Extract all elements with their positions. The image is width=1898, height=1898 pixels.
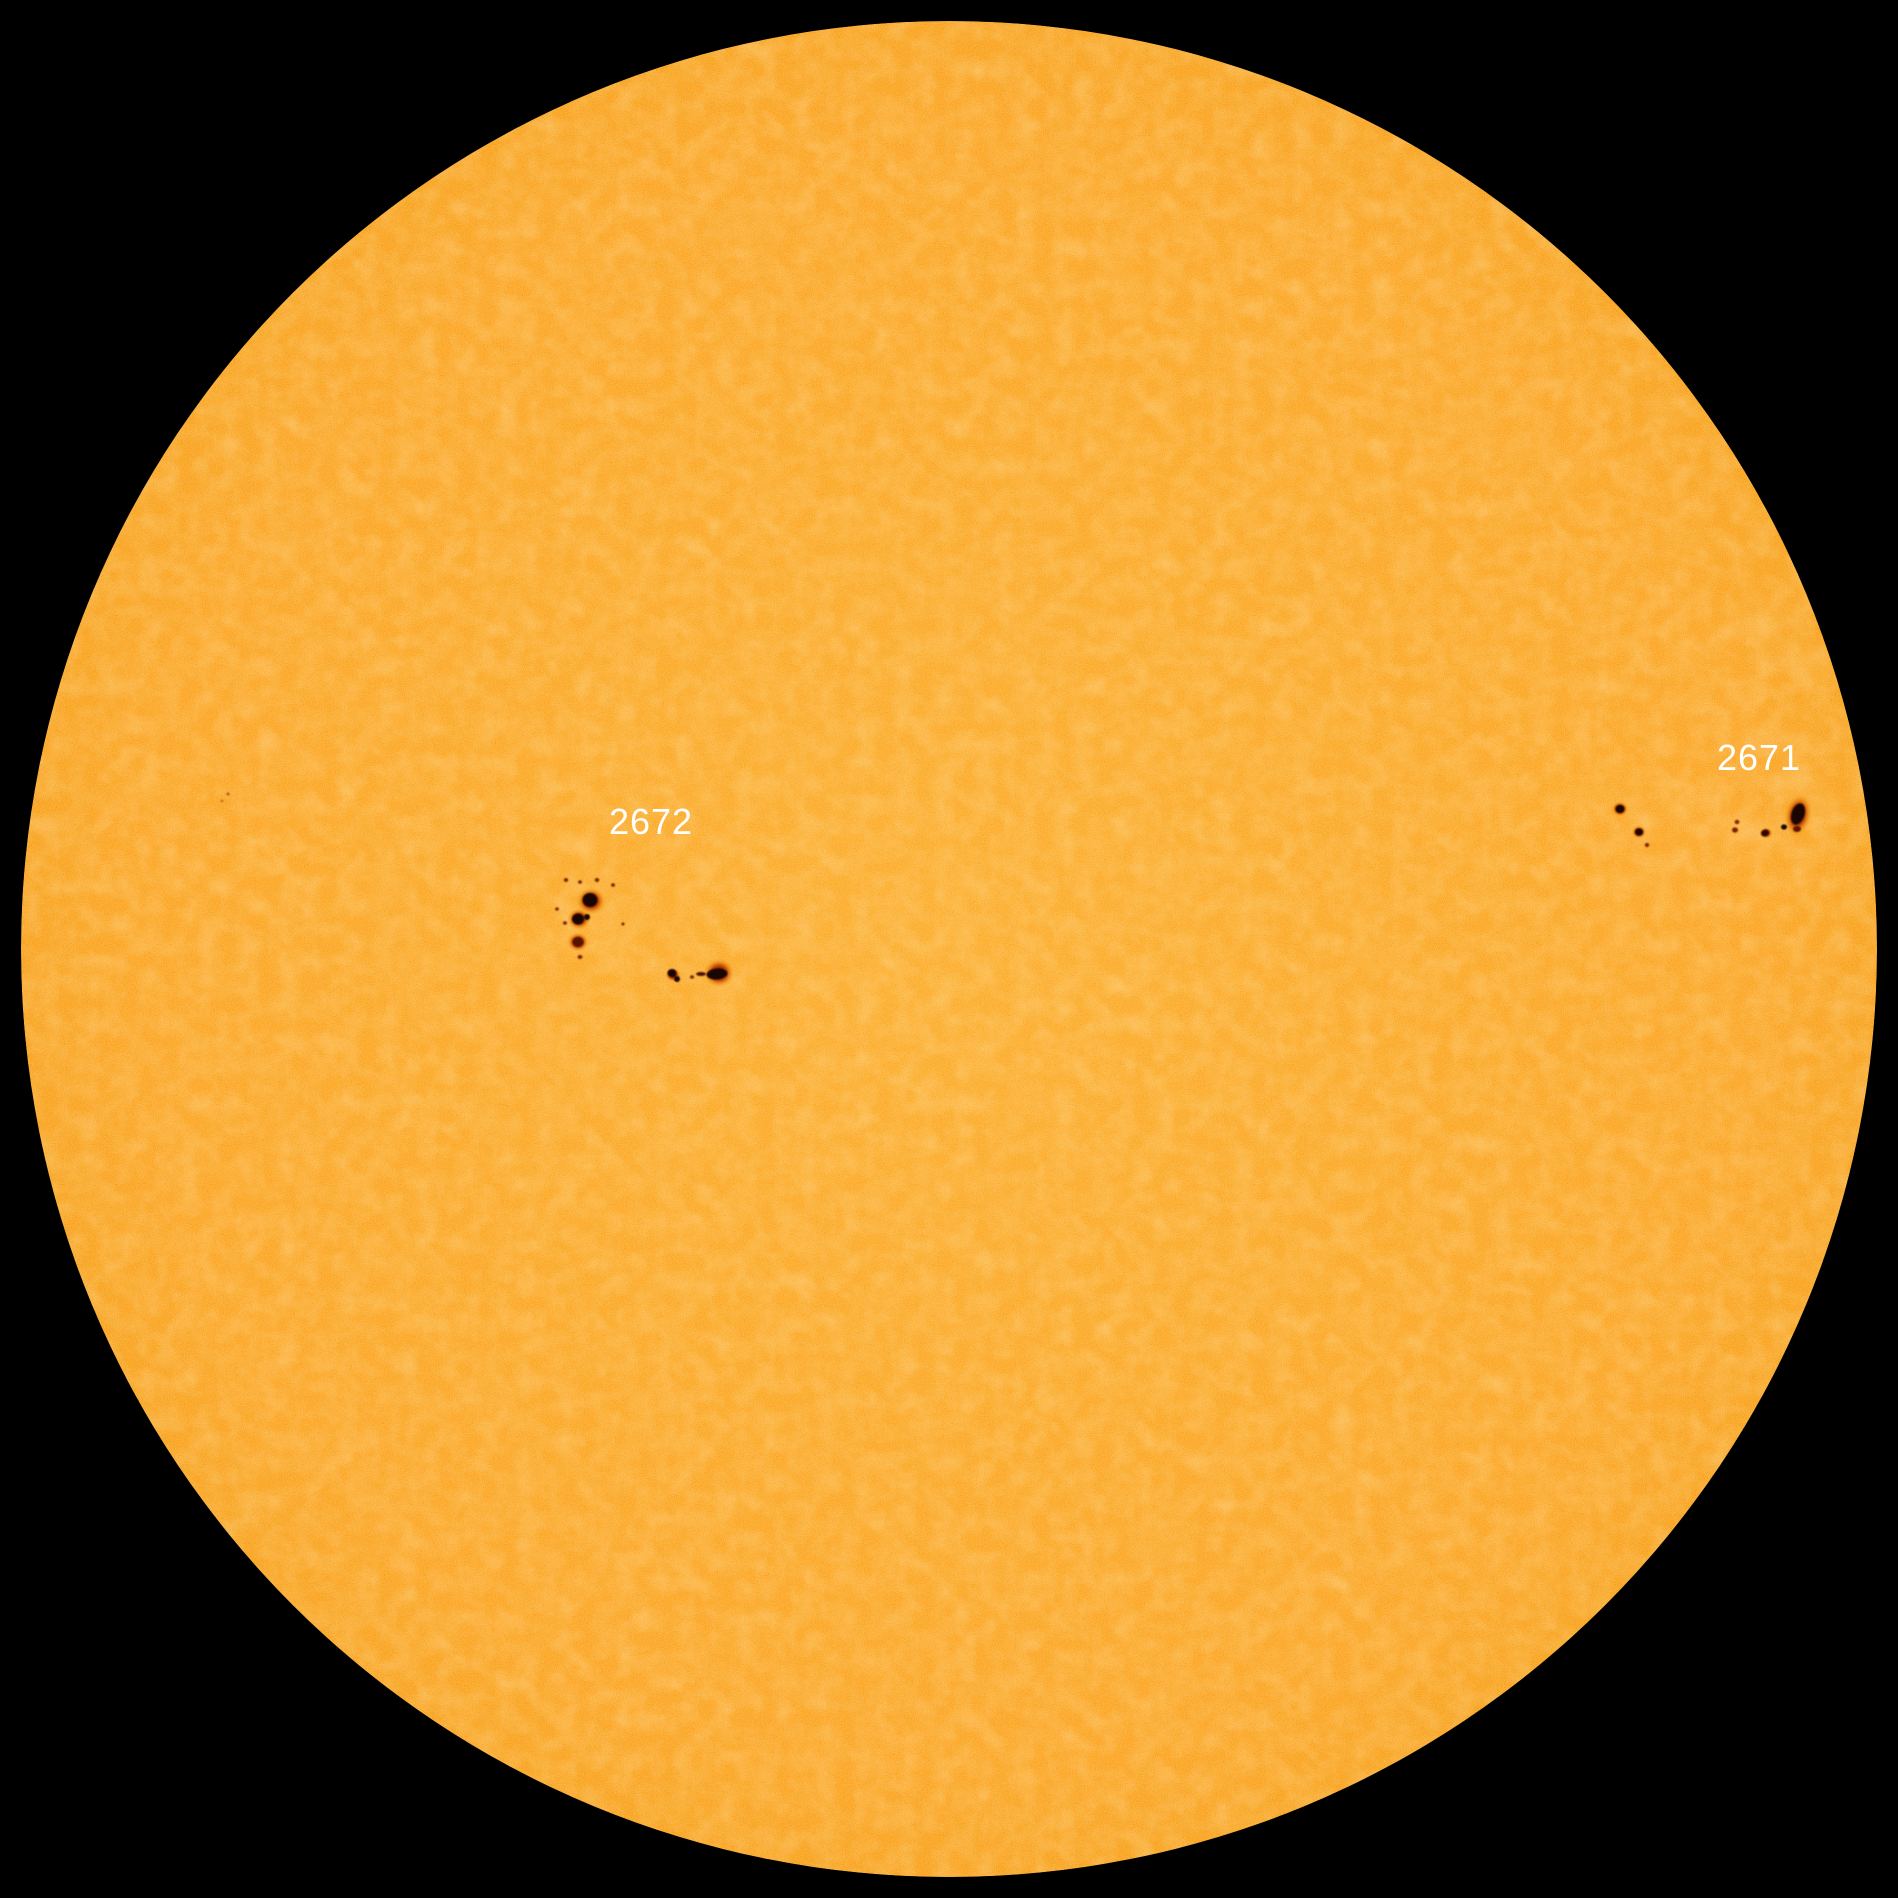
- sunspot-pore: [1734, 819, 1740, 825]
- sunspot-pore: [577, 955, 583, 959]
- facula-patch: [1650, 847, 1710, 873]
- sunspot-pore: [1732, 827, 1738, 833]
- sunspot-pore: [621, 922, 625, 926]
- facula-patch: [1696, 811, 1800, 853]
- sunspot-umbra: [706, 968, 728, 980]
- sunspot-pore: [611, 883, 615, 887]
- sunspot-umbra: [572, 913, 584, 925]
- facula-patch: [1774, 839, 1830, 865]
- sunspot-umbra: [582, 893, 598, 907]
- sunspot-region-2672: [550, 878, 755, 997]
- facula-patch: [1702, 609, 1798, 647]
- facula-patch: [1764, 636, 1836, 688]
- sunspot-pore: [1793, 826, 1801, 832]
- sunspot-pore: [1644, 843, 1650, 847]
- sunspot-umbra: [1635, 828, 1643, 836]
- sunspot-umbra: [572, 937, 584, 947]
- sunspot-pore: [220, 799, 224, 803]
- sunspot-pore: [594, 878, 600, 882]
- sunspot-region-label-2671: 2671: [1717, 737, 1801, 778]
- sunspot-region-2671: [1574, 609, 1838, 873]
- sunspot-pore: [555, 907, 559, 911]
- sunspot-pore: [696, 972, 706, 976]
- sun-disk: [21, 21, 1877, 1877]
- sunspot-pore: [578, 880, 582, 884]
- facula-patch: [1660, 782, 1740, 818]
- sunspot-pore: [226, 792, 230, 796]
- facula-patch: [1718, 721, 1818, 763]
- sunspot-umbra: [1781, 824, 1787, 830]
- sunspot-umbra: [584, 914, 590, 920]
- sunspot-umbra: [1615, 805, 1625, 813]
- facula-patch: [1806, 786, 1838, 838]
- sunspot-pore: [563, 921, 567, 925]
- faint-pore-pair: [220, 792, 230, 803]
- sunspot-umbra: [667, 969, 677, 977]
- sunspot-umbra: [674, 976, 680, 982]
- sunspot-region-label-2672: 2672: [609, 801, 693, 842]
- sunspot-pore: [563, 878, 569, 882]
- sunspot-umbra: [1790, 803, 1806, 825]
- sunspot-pore: [690, 975, 694, 979]
- sunspot-umbra: [1761, 829, 1769, 837]
- facula-patch: [1574, 835, 1622, 857]
- facula-patch: [1712, 686, 1772, 714]
